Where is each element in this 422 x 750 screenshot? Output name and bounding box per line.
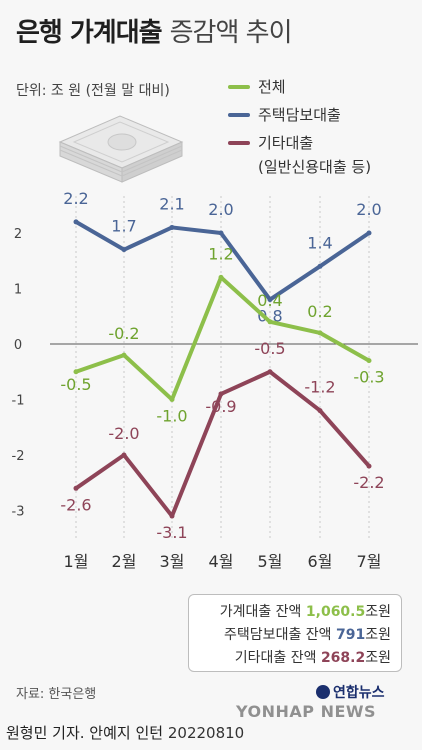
series-2-point — [267, 319, 273, 325]
title-bold: 은행 가계대출 — [16, 18, 163, 48]
series-3-point — [218, 391, 224, 397]
series-2-point — [317, 330, 323, 336]
legend-label-other: 기타대출 — [258, 134, 314, 152]
summary-unit-household: 조원 — [365, 604, 391, 620]
series-2-point — [366, 358, 372, 364]
page-title: 은행 가계대출 증감액 추이 — [16, 12, 293, 49]
series-2-data-label: 0.4 — [257, 291, 282, 310]
legend-label-other-note: (일반신용대출 등) — [258, 158, 372, 176]
credit-date: 20220810 — [167, 724, 245, 742]
series-2-data-label: -0.5 — [60, 375, 91, 394]
series-2-point — [169, 397, 175, 402]
legend-swatch-other — [228, 141, 250, 145]
series-1-data-label: 0.8 — [257, 307, 282, 326]
series-1-point — [218, 230, 224, 236]
summary-unit-other: 조원 — [365, 650, 391, 666]
series-3-point — [121, 452, 127, 458]
summary-unit-mortgage: 조원 — [365, 627, 391, 643]
series-2-point — [218, 274, 224, 280]
summary-label-mortgage: 주택담보대출 잔액 — [224, 627, 336, 643]
y-tick-label: 1 — [14, 283, 22, 298]
series-1-data-label: 1.7 — [111, 217, 136, 236]
footer: 원형민 기자. 안예지 인턴 20220810 — [0, 718, 422, 750]
summary-value-mortgage: 791 — [336, 627, 366, 643]
series-3-data-label: -2.2 — [353, 473, 384, 492]
series-3-point — [267, 369, 273, 375]
series-2-point — [73, 369, 79, 375]
series-1-data-label: 1.4 — [307, 233, 332, 252]
series-2-data-label: -0.3 — [353, 368, 384, 387]
money-stack-icon — [58, 115, 184, 183]
summary-row-mortgage: 주택담보대출 잔액 791조원 — [224, 624, 391, 644]
unit-label: 단위: 조 원 (전월 말 대비) — [16, 83, 170, 99]
summary-value-other: 268.2 — [320, 650, 366, 666]
series-2-data-label: 1.2 — [208, 244, 233, 263]
summary-label-household: 가계대출 잔액 — [219, 604, 306, 620]
series-1-data-label: 2.1 — [159, 194, 184, 213]
series-3-point — [366, 463, 372, 469]
source-note: 자료: 한국은행 — [16, 687, 97, 702]
y-tick-label: -1 — [12, 394, 25, 409]
series-3-data-label: -0.9 — [205, 397, 236, 416]
series-2-data-label: 0.2 — [307, 302, 332, 321]
x-tick-label: 5월 — [258, 552, 283, 571]
legend-label-mortgage: 주택담보대출 — [258, 106, 341, 124]
series-2-data-label: -0.2 — [108, 324, 139, 343]
balance-summary-box: 가계대출 잔액 1,060.5조원 주택담보대출 잔액 791조원 기타대출 잔… — [188, 594, 402, 672]
series-1-data-label: 2.0 — [208, 200, 233, 219]
y-tick-label: -2 — [12, 449, 25, 464]
x-tick-label: 4월 — [209, 552, 234, 571]
legend-swatch-mortgage — [228, 113, 250, 117]
series-3-data-label: -0.5 — [254, 339, 285, 358]
summary-row-other: 기타대출 잔액 268.2조원 — [235, 647, 391, 667]
y-tick-label: -3 — [12, 505, 25, 520]
x-tick-label: 7월 — [357, 552, 382, 571]
series-3-point — [169, 513, 175, 519]
yonhap-logo: 연합뉴스 — [316, 682, 385, 702]
series-3-data-label: -1.2 — [304, 378, 335, 397]
series-1-point — [73, 219, 79, 225]
x-tick-label: 1월 — [64, 552, 89, 571]
logo-text: 연합뉴스 — [333, 685, 385, 701]
series-1-point — [267, 297, 273, 303]
series-3-data-label: -2.6 — [60, 495, 91, 514]
x-tick-label: 3월 — [160, 552, 185, 571]
title-light: 증감액 추이 — [169, 18, 293, 48]
series-1-point — [121, 247, 127, 253]
summary-value-household: 1,060.5 — [305, 604, 366, 620]
series-1-point — [169, 224, 175, 230]
series-3-point — [317, 408, 323, 414]
x-tick-label: 2월 — [112, 552, 137, 571]
summary-label-other: 기타대출 잔액 — [234, 650, 321, 666]
series-1-point — [366, 230, 372, 236]
series-1-data-label: 2.2 — [63, 189, 88, 208]
series-2-point — [121, 352, 127, 358]
x-tick-label: 6월 — [308, 552, 333, 571]
series-3-data-label: -3.1 — [156, 523, 187, 542]
y-tick-label: 0 — [14, 338, 22, 353]
y-tick-label: 2 — [14, 227, 22, 242]
legend-label-total: 전체 — [258, 78, 286, 96]
series-2-data-label: -1.0 — [156, 407, 187, 426]
watermark: YONHAP NEWS — [236, 702, 377, 721]
summary-row-household: 가계대출 잔액 1,060.5조원 — [220, 601, 391, 621]
logo-mark-icon — [316, 685, 330, 699]
credit-authors: 원형민 기자. 안예지 인턴 — [6, 724, 164, 742]
credit-line: 원형민 기자. 안예지 인턴 20220810 — [6, 722, 244, 743]
series-3-point — [73, 485, 79, 491]
series-1-point — [317, 263, 323, 269]
legend-swatch-total — [228, 85, 250, 89]
series-1-data-label: 2.0 — [356, 200, 381, 219]
series-3-data-label: -2.0 — [108, 424, 139, 443]
